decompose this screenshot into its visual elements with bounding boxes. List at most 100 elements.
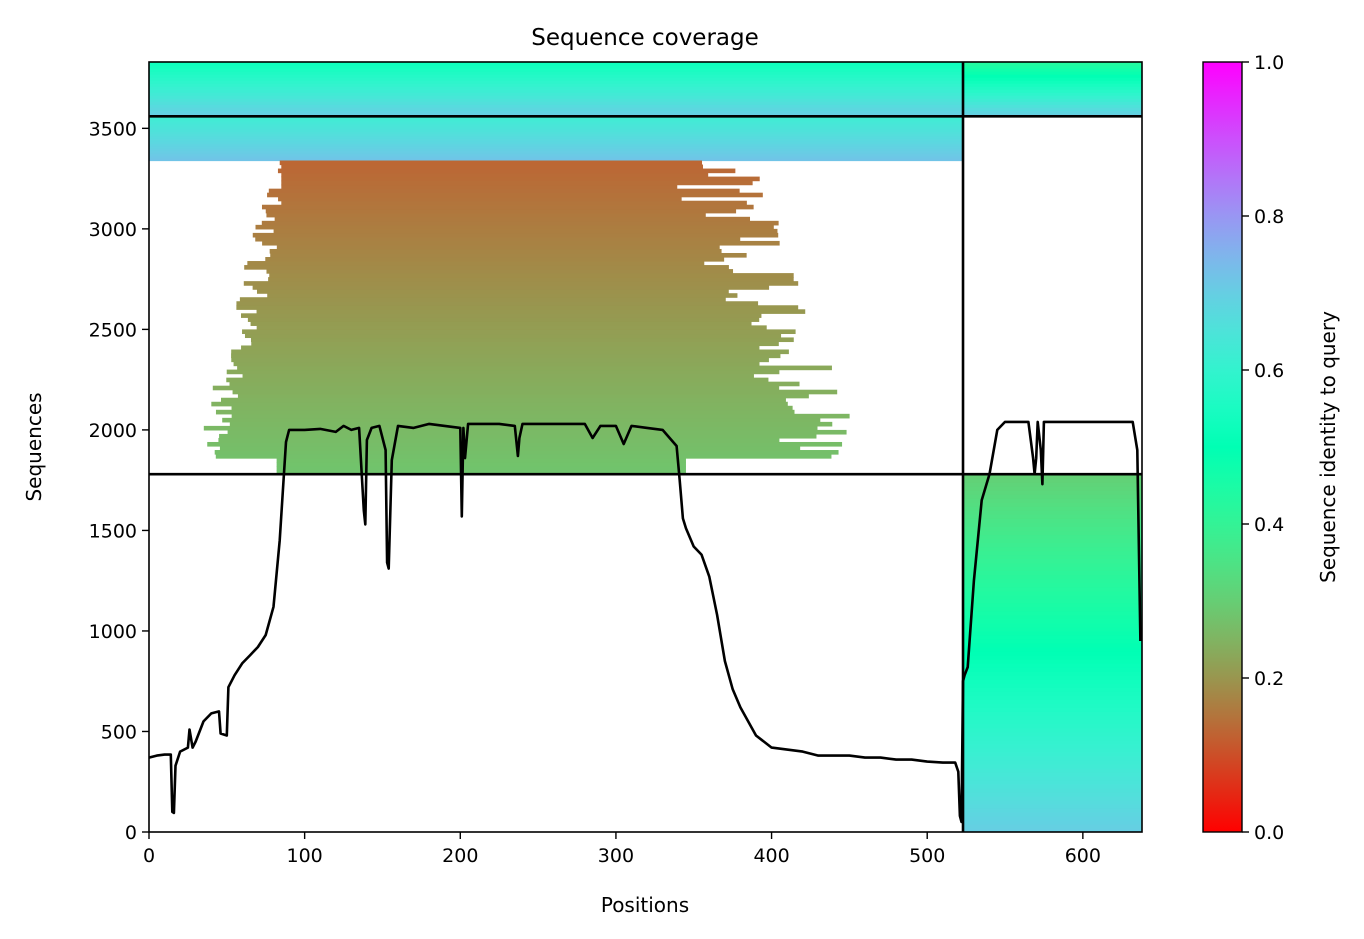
msa-band xyxy=(244,265,729,270)
colorbar-tick-label: 0.6 xyxy=(1254,360,1284,382)
msa-band xyxy=(266,269,734,274)
msa-band xyxy=(149,65,964,69)
msa-band xyxy=(963,679,1142,684)
msa-band xyxy=(252,285,770,290)
msa-band xyxy=(963,574,1142,580)
msa-band xyxy=(963,767,1142,773)
y-tick-label: 1000 xyxy=(89,621,137,643)
msa-band xyxy=(963,795,1142,801)
msa-band xyxy=(149,143,964,147)
y-axis-ticks: 0 500 1000 1500 2000 2500 3000 3500 xyxy=(89,118,149,844)
msa-band xyxy=(149,62,964,66)
msa-band xyxy=(963,77,1142,81)
msa-band xyxy=(281,180,753,186)
msa-band xyxy=(963,590,1142,596)
msa-band xyxy=(256,325,767,330)
msa-band xyxy=(963,699,1142,704)
msa-band xyxy=(218,437,780,443)
msa-band xyxy=(149,68,964,72)
msa-band xyxy=(963,71,1142,75)
x-tick-label: 200 xyxy=(442,845,478,867)
msa-band xyxy=(232,389,838,395)
msa-band xyxy=(269,273,794,278)
msa-band xyxy=(963,626,1142,632)
msa-band xyxy=(231,405,793,411)
colorbar-tick-label: 0.2 xyxy=(1254,668,1284,690)
x-tick-label: 0 xyxy=(143,845,155,867)
msa-band xyxy=(963,707,1142,712)
msa-band xyxy=(963,83,1142,87)
msa-band xyxy=(149,121,964,125)
msa-band xyxy=(149,74,964,78)
msa-band xyxy=(273,228,778,234)
msa-band xyxy=(231,353,781,359)
msa-band xyxy=(203,425,818,431)
msa-band xyxy=(268,188,740,194)
msa-band xyxy=(963,558,1142,564)
msa-band xyxy=(963,68,1142,72)
msa-band xyxy=(231,357,769,363)
x-axis-ticks: 0 100 200 300 400 500 600 xyxy=(143,832,1101,867)
msa-band xyxy=(963,803,1142,809)
msa-band xyxy=(241,313,762,318)
msa-band xyxy=(231,413,850,419)
msa-band xyxy=(231,349,789,355)
msa-band xyxy=(963,598,1142,604)
msa-band xyxy=(242,373,754,379)
msa-band xyxy=(244,333,782,339)
msa-band xyxy=(149,101,964,105)
msa-band xyxy=(267,192,763,198)
msa-band xyxy=(963,89,1142,93)
msa-band xyxy=(963,518,1142,523)
y-tick-label: 0 xyxy=(125,822,137,844)
msa-band xyxy=(963,759,1142,765)
msa-band xyxy=(219,445,801,451)
msa-band xyxy=(269,248,722,254)
msa-band xyxy=(963,606,1142,612)
x-tick-label: 400 xyxy=(753,845,789,867)
msa-band xyxy=(963,807,1142,813)
msa-band xyxy=(247,261,705,266)
msa-band xyxy=(149,83,964,87)
msa-band xyxy=(963,663,1142,668)
msa-band xyxy=(149,135,964,139)
msa-band xyxy=(963,542,1142,548)
msa-band xyxy=(149,98,964,102)
msa-band xyxy=(279,160,703,166)
msa-band xyxy=(963,695,1142,700)
msa-band xyxy=(149,158,964,162)
msa-band xyxy=(963,566,1142,572)
msa-band xyxy=(963,723,1142,729)
msa-band xyxy=(149,77,964,81)
msa-band xyxy=(963,735,1142,741)
y-tick-label: 3500 xyxy=(89,118,137,140)
msa-band xyxy=(236,301,759,306)
msa-band xyxy=(963,562,1142,568)
msa-band xyxy=(268,277,794,282)
plot-frame xyxy=(148,61,1143,833)
msa-band xyxy=(963,80,1142,84)
msa-band xyxy=(963,554,1142,560)
msa-band xyxy=(227,429,847,435)
msa-band xyxy=(278,196,682,202)
msa-band xyxy=(963,610,1142,616)
msa-band xyxy=(963,98,1142,102)
msa-band xyxy=(963,815,1142,821)
msa-band xyxy=(963,474,1142,479)
msa-band xyxy=(149,145,964,149)
msa-band xyxy=(963,771,1142,777)
msa-band xyxy=(149,80,964,84)
msa-band xyxy=(256,309,806,314)
msa-band xyxy=(963,775,1142,781)
msa-band xyxy=(261,220,779,226)
msa-band xyxy=(149,126,964,130)
msa-band xyxy=(963,638,1142,644)
msa-band xyxy=(963,751,1142,757)
y-axis-label: Sequences xyxy=(22,392,46,501)
msa-band xyxy=(236,305,799,310)
colorbar xyxy=(1202,61,1243,833)
msa-band xyxy=(963,630,1142,636)
x-tick-label: 300 xyxy=(598,845,634,867)
msa-band xyxy=(963,703,1142,708)
msa-band xyxy=(149,118,964,122)
